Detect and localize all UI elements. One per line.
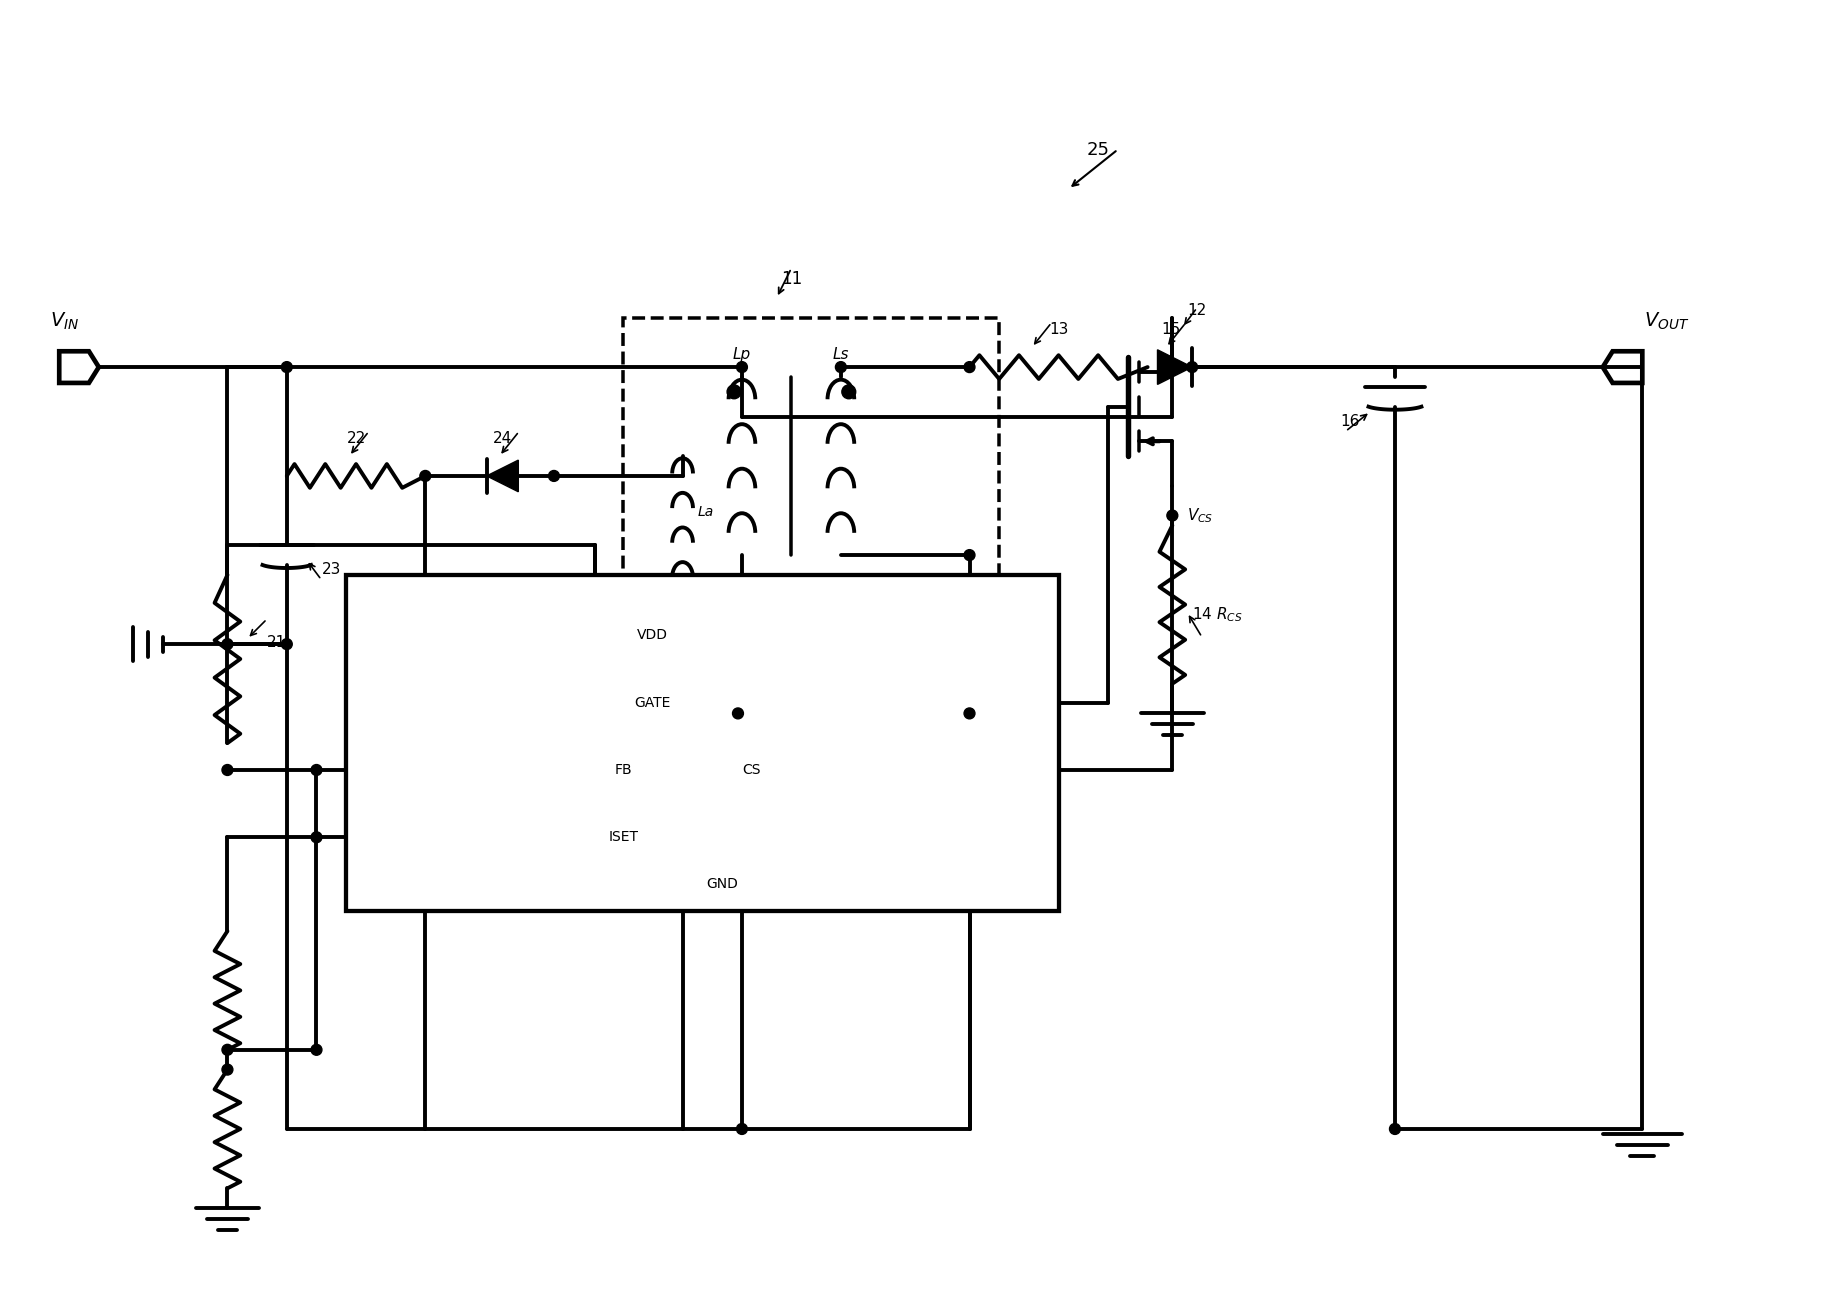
Circle shape bbox=[842, 385, 857, 398]
Circle shape bbox=[737, 1123, 748, 1134]
Text: GND: GND bbox=[707, 878, 738, 891]
Text: $V_{IN}$: $V_{IN}$ bbox=[50, 311, 79, 332]
Circle shape bbox=[1167, 510, 1178, 520]
Bar bbox=[347, 576, 1058, 912]
Circle shape bbox=[222, 1064, 233, 1075]
Text: 21: 21 bbox=[268, 635, 286, 649]
Text: Ls: Ls bbox=[833, 347, 849, 363]
Text: ISET: ISET bbox=[607, 830, 639, 845]
Text: 25: 25 bbox=[1087, 142, 1109, 159]
Circle shape bbox=[310, 765, 321, 775]
Text: 15: 15 bbox=[1161, 322, 1181, 338]
Circle shape bbox=[1390, 1123, 1401, 1134]
Circle shape bbox=[281, 639, 292, 649]
Text: $V_{CS}$: $V_{CS}$ bbox=[1187, 506, 1213, 524]
Circle shape bbox=[1187, 361, 1198, 373]
Bar bbox=[624, 318, 999, 664]
Text: 11: 11 bbox=[781, 269, 801, 288]
Text: La: La bbox=[698, 505, 714, 519]
Circle shape bbox=[836, 361, 845, 373]
Text: 24: 24 bbox=[493, 431, 511, 447]
Circle shape bbox=[964, 549, 975, 561]
Text: 13: 13 bbox=[1049, 322, 1069, 338]
Circle shape bbox=[310, 1045, 321, 1055]
Circle shape bbox=[222, 639, 233, 649]
Circle shape bbox=[733, 708, 744, 719]
Text: GATE: GATE bbox=[635, 695, 672, 710]
Text: Lp: Lp bbox=[733, 347, 751, 363]
Circle shape bbox=[548, 470, 559, 481]
Polygon shape bbox=[487, 460, 519, 491]
Text: VDD: VDD bbox=[637, 628, 668, 643]
Circle shape bbox=[964, 708, 975, 719]
Text: $V_{OUT}$: $V_{OUT}$ bbox=[1645, 311, 1689, 332]
Polygon shape bbox=[1157, 350, 1193, 385]
Text: 23: 23 bbox=[321, 562, 342, 577]
Text: CS: CS bbox=[742, 763, 761, 777]
Circle shape bbox=[281, 361, 292, 373]
Circle shape bbox=[310, 832, 321, 842]
Circle shape bbox=[737, 361, 748, 373]
Text: FB: FB bbox=[615, 763, 631, 777]
Circle shape bbox=[419, 470, 430, 481]
Text: 22: 22 bbox=[347, 431, 366, 447]
Text: 16: 16 bbox=[1340, 414, 1361, 428]
Circle shape bbox=[222, 1045, 233, 1055]
Circle shape bbox=[727, 385, 740, 398]
Text: 14 $R_{CS}$: 14 $R_{CS}$ bbox=[1193, 606, 1242, 624]
Circle shape bbox=[964, 361, 975, 373]
Text: 12: 12 bbox=[1187, 302, 1207, 318]
Circle shape bbox=[222, 765, 233, 775]
